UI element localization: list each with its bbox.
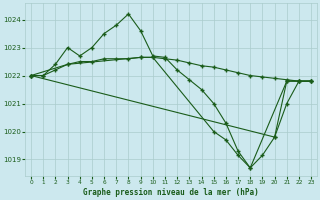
X-axis label: Graphe pression niveau de la mer (hPa): Graphe pression niveau de la mer (hPa) bbox=[83, 188, 259, 197]
